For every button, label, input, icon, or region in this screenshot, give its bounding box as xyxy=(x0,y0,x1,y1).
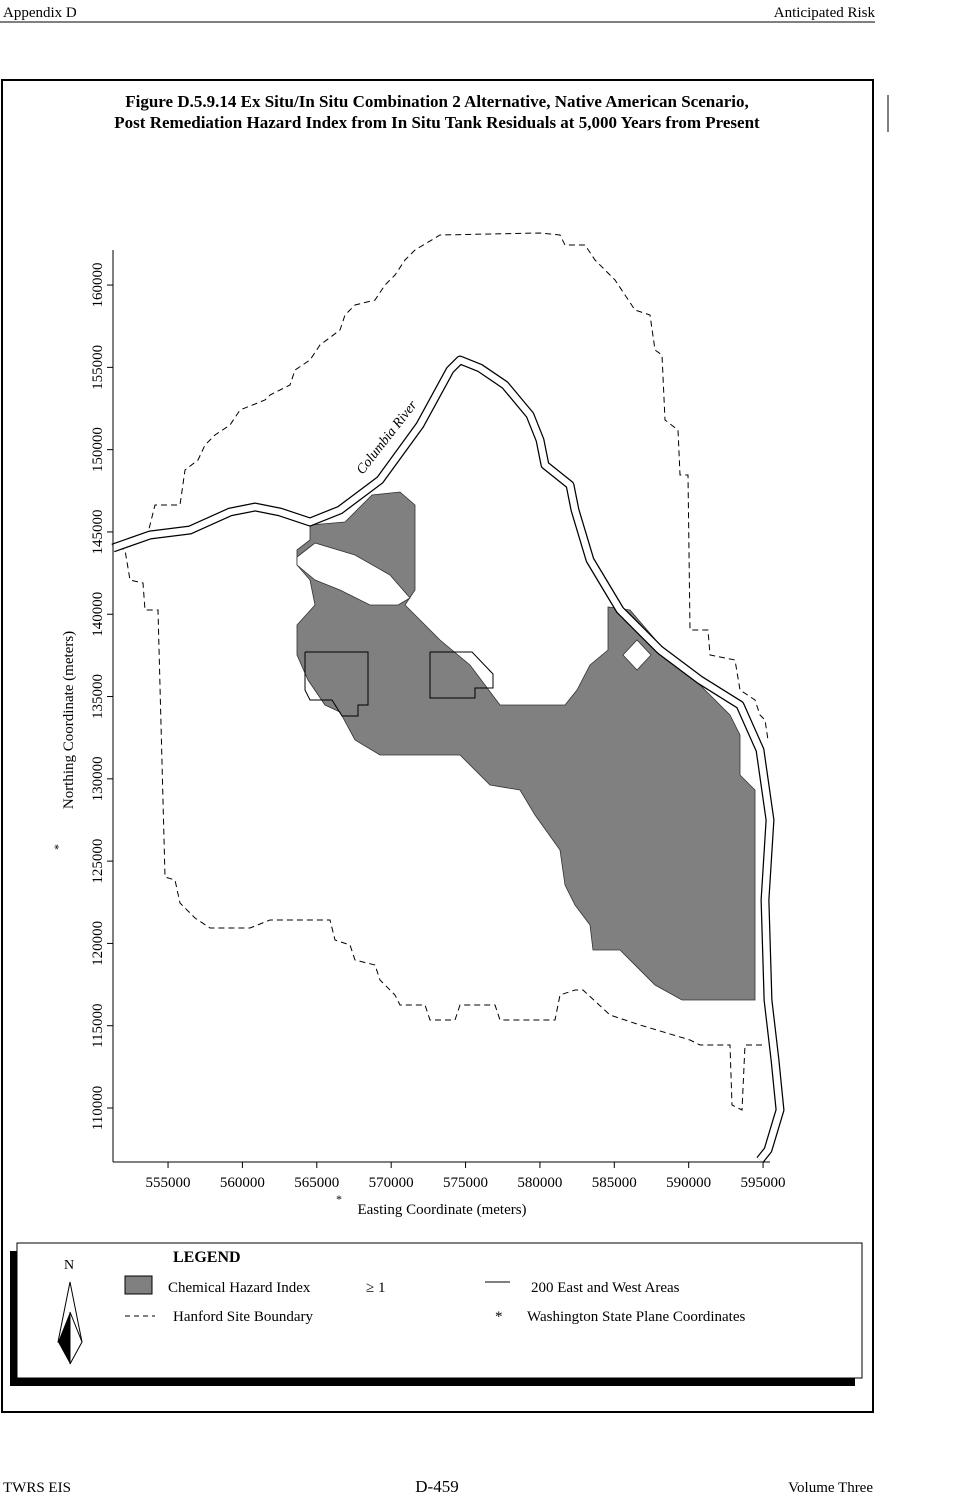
footer-right: Volume Three xyxy=(788,1480,873,1496)
x-tick-label: 560000 xyxy=(220,1175,265,1191)
x-tick-label: 565000 xyxy=(294,1175,339,1191)
hazard-hole xyxy=(296,542,411,606)
legend-label: Chemical Hazard Index xyxy=(168,1280,311,1296)
site-boundary xyxy=(114,544,762,1111)
map: Columbia River xyxy=(111,232,785,1163)
figure-title: Post Remediation Hazard Index from In Si… xyxy=(114,113,760,132)
legend-box xyxy=(16,1242,863,1379)
y-tick-label: 140000 xyxy=(90,592,106,637)
legend-label: Hanford Site Boundary xyxy=(173,1309,313,1325)
figure-title: Figure D.5.9.14 Ex Situ/In Situ Combinat… xyxy=(125,92,749,111)
north-arrow xyxy=(69,1311,83,1365)
x-tick-label: 555000 xyxy=(146,1175,191,1191)
y-axis-label: Northing Coordinate (meters) xyxy=(61,631,77,809)
x-tick-label: 575000 xyxy=(443,1175,488,1191)
footer-left: TWRS EIS xyxy=(3,1480,71,1496)
legend-marker: * xyxy=(495,1309,503,1325)
hazard-area xyxy=(296,491,756,1001)
header-left: Appendix D xyxy=(3,5,77,21)
area-outline xyxy=(304,651,369,717)
hazard-hole xyxy=(622,639,652,671)
x-axis-marker: * xyxy=(336,1192,342,1206)
x-axis-label: Easting Coordinate (meters) xyxy=(357,1202,526,1218)
legend-label: 200 East and West Areas xyxy=(531,1280,680,1296)
y-tick-label: 160000 xyxy=(90,263,106,308)
legend-label: Washington State Plane Coordinates xyxy=(527,1309,746,1325)
river xyxy=(111,356,784,1163)
y-tick-label: 145000 xyxy=(90,509,106,554)
x-tick-label: 570000 xyxy=(369,1175,414,1191)
north-arrow xyxy=(58,1312,70,1364)
legend: N LEGEND Chemical Hazard Index ≥ 1 200 E… xyxy=(10,1242,863,1386)
north-label: N xyxy=(64,1258,74,1273)
x-tick-label: 590000 xyxy=(666,1175,711,1191)
y-tick-label: 150000 xyxy=(90,427,106,472)
y-tick-label: 135000 xyxy=(90,674,106,719)
y-tick-label: 115000 xyxy=(90,1003,106,1047)
figure-frame xyxy=(1,79,874,1413)
y-tick-label: 110000 xyxy=(90,1086,106,1130)
legend-title: LEGEND xyxy=(173,1249,241,1266)
y-tick-label: 125000 xyxy=(90,839,106,884)
site-boundary xyxy=(114,232,769,741)
x-tick-label: 595000 xyxy=(741,1175,786,1191)
area-outline xyxy=(429,651,494,699)
x-tick-label: 580000 xyxy=(517,1175,562,1191)
axes xyxy=(112,250,770,1163)
header-right: Anticipated Risk xyxy=(774,5,876,21)
y-axis-marker: * xyxy=(51,844,65,850)
y-tick-label: 120000 xyxy=(90,921,106,966)
legend-qualifier: ≥ 1 xyxy=(366,1280,385,1296)
legend-swatch xyxy=(124,1275,153,1295)
x-tick-label: 585000 xyxy=(592,1175,637,1191)
y-tick-label: 155000 xyxy=(90,345,106,390)
footer-center: D-459 xyxy=(415,1477,458,1496)
y-tick-label: 130000 xyxy=(90,756,106,801)
